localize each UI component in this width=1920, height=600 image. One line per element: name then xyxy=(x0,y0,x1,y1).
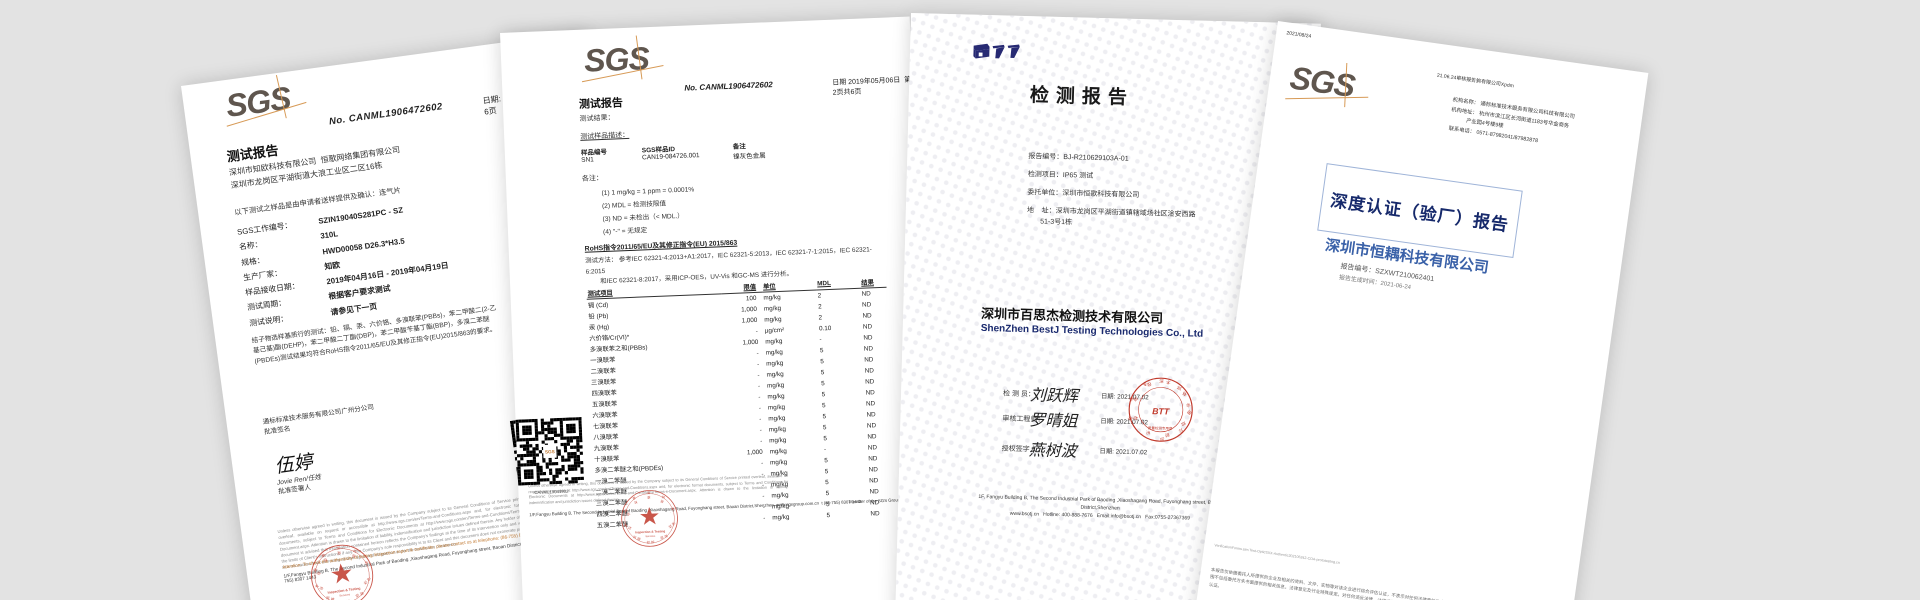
svg-text:BTT: BTT xyxy=(1152,406,1170,416)
svg-text:百: 百 xyxy=(1179,421,1187,428)
svg-text:质量检测专用章: 质量检测专用章 xyxy=(1148,425,1173,431)
svg-text:司: 司 xyxy=(1160,437,1166,442)
svg-text:杰: 杰 xyxy=(1144,430,1152,436)
svg-text:公: 公 xyxy=(1177,427,1184,434)
svg-text:有: 有 xyxy=(1181,389,1188,397)
svg-text:*: * xyxy=(1140,433,1145,436)
svg-text:深: 深 xyxy=(1159,378,1164,385)
svg-text:思: 思 xyxy=(1164,433,1170,439)
svg-text:SGS: SGS xyxy=(545,449,555,454)
